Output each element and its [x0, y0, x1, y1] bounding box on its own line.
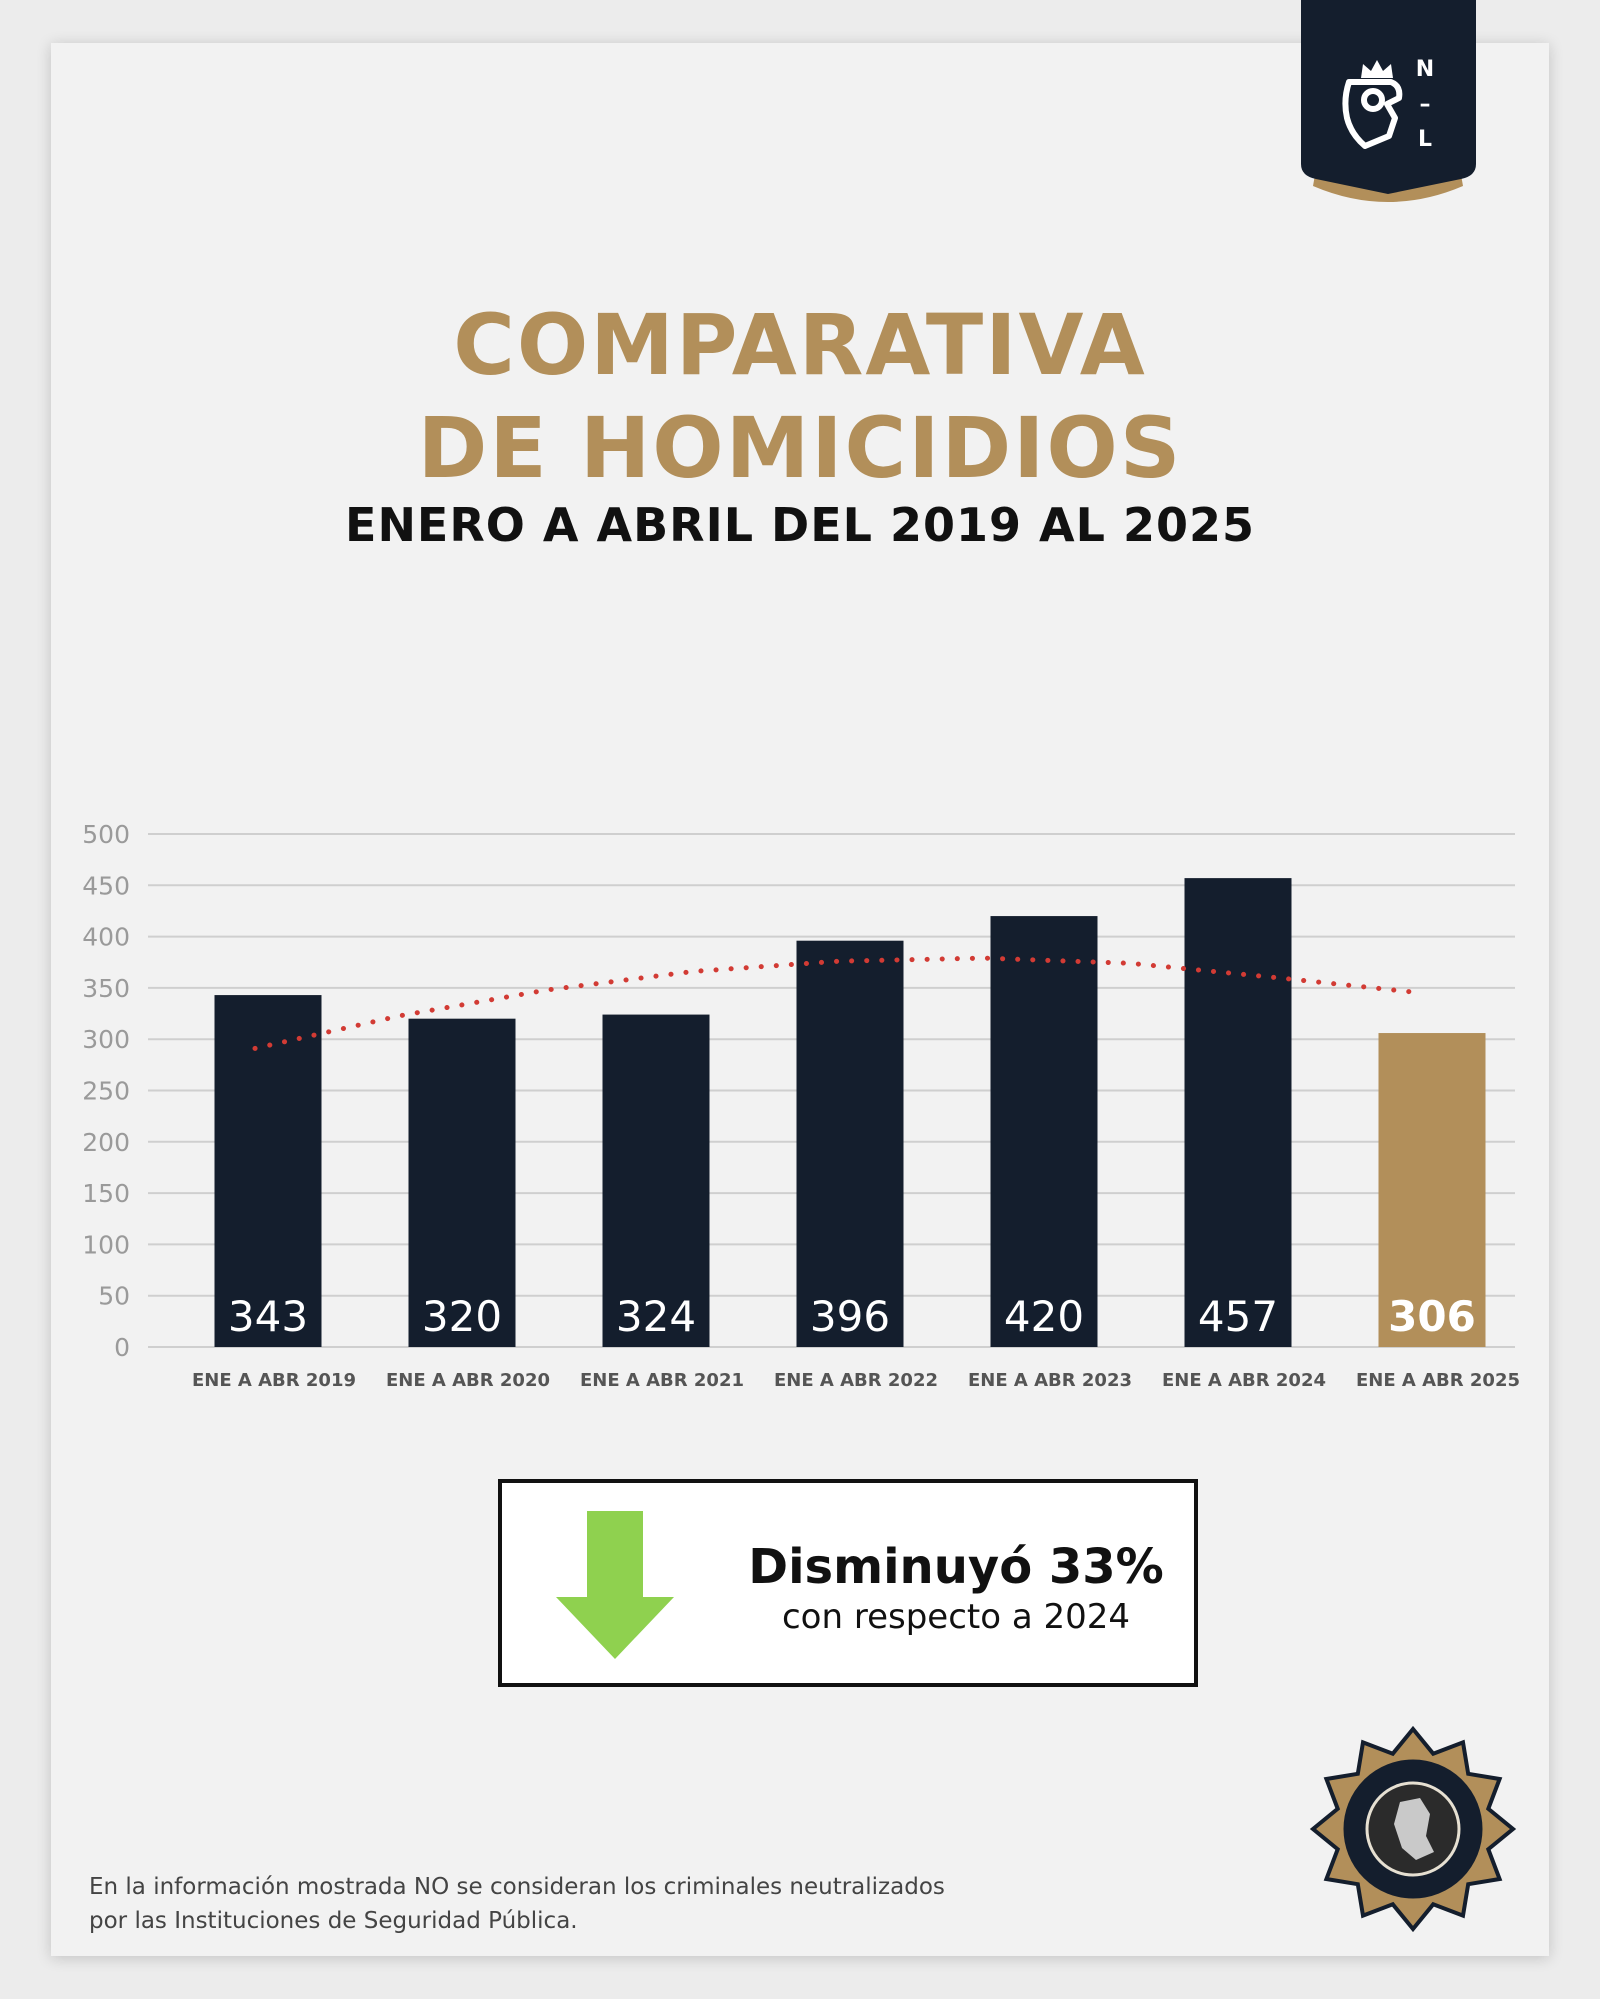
y-tick-label: 400	[82, 923, 130, 952]
bar	[1184, 878, 1292, 1347]
footnote-line-2: por las Instituciones de Seguridad Públi…	[89, 1908, 578, 1934]
bar-value-label: 320	[422, 1292, 502, 1341]
nuevo-leon-shield-crown-icon	[1342, 60, 1403, 149]
reduction-callout: Disminuyó 33% con respecto a 2024	[498, 1479, 1198, 1687]
fuerza-civil-star-badge-icon	[1309, 1725, 1517, 1933]
brand-letters: N – L	[1410, 52, 1440, 157]
brand-letter-n: N	[1415, 57, 1435, 82]
bar	[408, 1018, 516, 1347]
x-category-label: ENE A ABR 2025	[1356, 1370, 1520, 1391]
x-category-label: ENE A ABR 2021	[580, 1370, 744, 1391]
bar	[214, 995, 322, 1347]
y-tick-label: 350	[82, 974, 130, 1003]
y-tick-label: 250	[82, 1077, 130, 1106]
reduction-reference: con respecto a 2024	[781, 1597, 1131, 1637]
homicide-bar-chart: 0 50 100 150 200 250 300 350 400 450 500 343 ENE A A…	[82, 820, 1520, 1391]
x-category-label: ENE A ABR 2024	[1162, 1370, 1326, 1391]
subtitle: ENERO A ABRIL DEL 2019 AL 2025	[345, 498, 1255, 552]
bar-value-label: 343	[228, 1292, 308, 1341]
bar-value-label: 306	[1388, 1292, 1476, 1341]
x-category-label: ENE A ABR 2019	[192, 1370, 356, 1391]
bar	[990, 916, 1098, 1347]
title-line-2: DE HOMICIDIOS	[417, 399, 1183, 497]
brand-logo-tab	[1301, 0, 1476, 202]
title-line-1: COMPARATIVA	[453, 296, 1147, 394]
y-tick-label: 50	[98, 1282, 130, 1311]
y-tick-label: 200	[82, 1128, 130, 1157]
y-tick-label: 100	[82, 1230, 130, 1259]
y-tick-label: 150	[82, 1179, 130, 1208]
x-category-label: ENE A ABR 2022	[774, 1370, 938, 1391]
footnote: En la información mostrada NO se conside…	[89, 1870, 1089, 1938]
brand-letter-l: L	[1417, 127, 1433, 152]
bar-value-label: 420	[1004, 1292, 1084, 1341]
bar	[1378, 1033, 1486, 1347]
bar-value-label: 324	[616, 1292, 696, 1341]
bar	[796, 940, 904, 1347]
reduction-percentage: Disminuyó 33%	[748, 1539, 1164, 1595]
bar-value-label: 457	[1198, 1292, 1278, 1341]
y-tick-label: 450	[82, 871, 130, 900]
y-tick-label: 0	[114, 1333, 130, 1362]
footnote-line-1: En la información mostrada NO se conside…	[89, 1874, 945, 1900]
trendline	[252, 955, 1425, 1051]
x-category-label: ENE A ABR 2020	[386, 1370, 550, 1391]
brand-letter-dash: –	[1419, 92, 1431, 117]
bar	[602, 1014, 710, 1347]
y-tick-label: 300	[82, 1025, 130, 1054]
bar-value-label: 396	[810, 1292, 890, 1341]
x-category-label: ENE A ABR 2023	[968, 1370, 1132, 1391]
y-tick-label: 500	[82, 820, 130, 849]
down-arrow-icon	[556, 1511, 674, 1659]
